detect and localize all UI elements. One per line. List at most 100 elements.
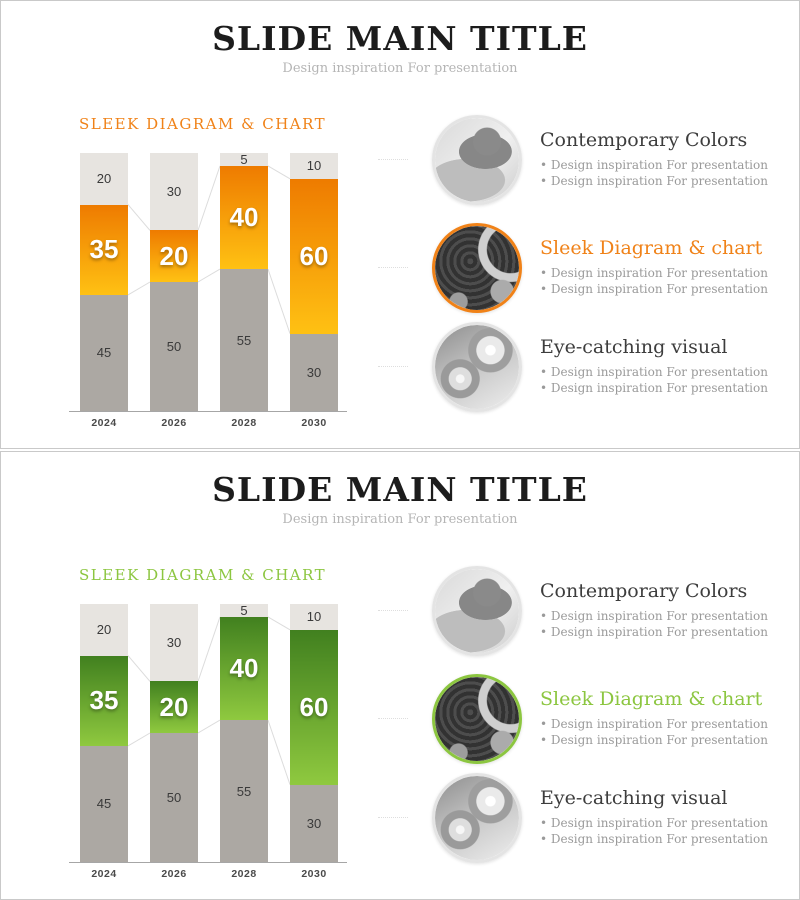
x-axis-label: 2024	[91, 417, 117, 429]
segment-value-label: 50	[166, 338, 182, 354]
section-heading: SLEEK DIAGRAM & CHART	[79, 115, 327, 133]
dotted-separator	[378, 159, 408, 160]
segment-middle: 60	[290, 629, 338, 785]
stacked-bar-2028: 5 40 55	[220, 151, 268, 411]
bullet: Design inspiration For presentation	[540, 364, 768, 380]
segment-value-label: 55	[236, 332, 252, 348]
segment-value-label: 5	[240, 602, 248, 618]
bullet: Design inspiration For presentation	[540, 608, 768, 624]
item-photo-ring	[432, 566, 522, 656]
segment-bottom: 30	[290, 784, 338, 862]
segment-middle: 60	[290, 178, 338, 334]
item-photo-ring	[432, 773, 522, 863]
tangled-material-photo	[435, 226, 519, 310]
x-axis-label: 2030	[301, 868, 327, 880]
segment-bottom: 50	[150, 732, 198, 862]
item-title: Eye-catching visual	[540, 787, 728, 809]
segment-value-label: 10	[306, 609, 322, 625]
segment-connector-lines	[127, 616, 291, 785]
item-title: Contemporary Colors	[540, 129, 748, 151]
segment-value-label: 35	[89, 234, 119, 265]
segment-middle: 20	[150, 230, 198, 282]
dotted-separator	[378, 817, 408, 818]
segment-value-label: 55	[236, 783, 252, 799]
feature-item-contemporary-colors: Contemporary Colors Design inspiration F…	[432, 115, 768, 205]
item-photo-ring-accent	[432, 674, 522, 764]
stacked-bar-2028: 5 40 55	[220, 602, 268, 862]
segment-bottom: 45	[80, 294, 128, 411]
item-title: Sleek Diagram & chart	[540, 688, 763, 710]
segment-top: 10	[290, 604, 338, 630]
item-bullets: Design inspiration For presentation Desi…	[540, 265, 768, 297]
slide-subtitle: Design inspiration For presentation	[282, 512, 518, 527]
dotted-separator	[378, 718, 408, 719]
segment-value-label: 30	[306, 364, 322, 380]
baby-hand-photo	[435, 569, 519, 653]
glass-spheres-photo	[435, 325, 519, 409]
segment-value-label: 60	[299, 691, 329, 722]
stacked-bar-2030: 10 60 30	[290, 153, 338, 411]
bullet: Design inspiration For presentation	[540, 624, 768, 640]
dotted-separator	[378, 366, 408, 367]
item-bullets: Design inspiration For presentation Desi…	[540, 364, 768, 396]
item-title: Eye-catching visual	[540, 336, 728, 358]
segment-top: 5	[220, 151, 268, 167]
segment-top: 30	[150, 153, 198, 231]
segment-top: 30	[150, 604, 198, 682]
segment-top: 10	[290, 153, 338, 179]
stacked-bar-2026: 30 20 50	[150, 153, 198, 411]
dotted-separator	[378, 267, 408, 268]
stacked-bar-2030: 10 60 30	[290, 604, 338, 862]
feature-item-sleek-diagram: Sleek Diagram & chart Design inspiration…	[432, 674, 768, 764]
feature-item-contemporary-colors: Contemporary Colors Design inspiration F…	[432, 566, 768, 656]
bullet: Design inspiration For presentation	[540, 716, 768, 732]
x-axis-label: 2026	[161, 868, 187, 880]
bullet: Design inspiration For presentation	[540, 815, 768, 831]
segment-value-label: 20	[159, 691, 189, 722]
segment-middle: 35	[80, 204, 128, 295]
segment-value-label: 30	[306, 815, 322, 831]
segment-bottom: 55	[220, 269, 268, 411]
segment-value-label: 20	[96, 622, 112, 638]
stacked-bar-2024: 20 35 45	[80, 604, 128, 862]
segment-top: 20	[80, 604, 128, 656]
segment-value-label: 45	[96, 796, 112, 812]
item-bullets: Design inspiration For presentation Desi…	[540, 716, 768, 748]
segment-bottom: 55	[220, 720, 268, 862]
slide-green: SLIDE MAIN TITLE Design inspiration For …	[0, 451, 800, 900]
x-axis-label: 2024	[91, 868, 117, 880]
bullet: Design inspiration For presentation	[540, 157, 768, 173]
segment-value-label: 30	[166, 184, 182, 200]
segment-value-label: 20	[159, 240, 189, 271]
stacked-bar-2026: 30 20 50	[150, 604, 198, 862]
segment-top: 5	[220, 602, 268, 618]
segment-value-label: 60	[299, 240, 329, 271]
segment-value-label: 40	[229, 201, 259, 232]
item-photo-ring	[432, 115, 522, 205]
item-bullets: Design inspiration For presentation Desi…	[540, 608, 768, 640]
segment-value-label: 50	[166, 789, 182, 805]
feature-item-eye-catching: Eye-catching visual Design inspiration F…	[432, 322, 768, 412]
slide-main-title: SLIDE MAIN TITLE	[212, 19, 588, 58]
bullet: Design inspiration For presentation	[540, 732, 768, 748]
segment-top: 20	[80, 153, 128, 205]
slide-orange: SLIDE MAIN TITLE Design inspiration For …	[0, 0, 800, 449]
x-axis-label: 2026	[161, 417, 187, 429]
segment-bottom: 45	[80, 745, 128, 862]
bullet: Design inspiration For presentation	[540, 380, 768, 396]
x-axis-label: 2030	[301, 417, 327, 429]
segment-middle: 35	[80, 655, 128, 746]
tangled-material-photo	[435, 677, 519, 761]
segment-value-label: 10	[306, 158, 322, 174]
slide-subtitle: Design inspiration For presentation	[282, 61, 518, 76]
segment-value-label: 5	[240, 151, 248, 167]
stacked-bar-2024: 20 35 45	[80, 153, 128, 411]
segment-value-label: 20	[96, 171, 112, 187]
segment-middle: 20	[150, 681, 198, 733]
item-bullets: Design inspiration For presentation Desi…	[540, 157, 768, 189]
slide-main-title: SLIDE MAIN TITLE	[212, 470, 588, 509]
segment-bottom: 50	[150, 281, 198, 411]
stacked-bar-chart: 20 35 45 2024 30 20 50 2026 5 40 55 2028 10 60 30 2030	[69, 602, 347, 880]
segment-bottom: 30	[290, 333, 338, 411]
segment-value-label: 45	[96, 345, 112, 361]
